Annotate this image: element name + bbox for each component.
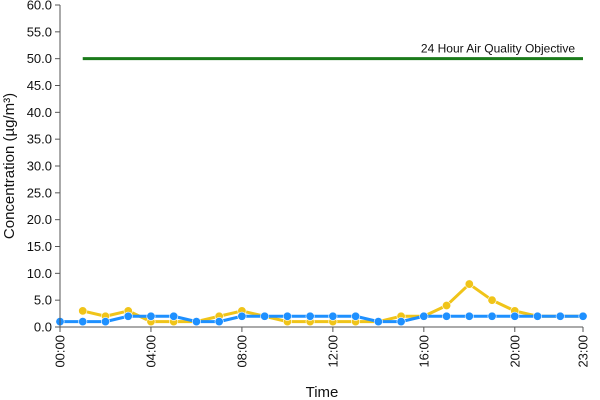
y-tick-label: 60.0 — [27, 0, 52, 13]
x-tick-label: 20:00 — [507, 335, 522, 368]
series-2-point — [578, 311, 588, 321]
y-tick-label: 20.0 — [27, 212, 52, 227]
series-2-point — [214, 317, 224, 327]
y-tick-label: 5.0 — [34, 293, 52, 308]
y-tick-label: 55.0 — [27, 24, 52, 39]
x-tick-label: 00:00 — [53, 335, 68, 368]
series-2-point — [396, 317, 406, 327]
y-tick-label: 0.0 — [34, 320, 52, 335]
series-2-point — [305, 311, 315, 321]
series-2-point — [419, 311, 429, 321]
series-1-point — [442, 301, 452, 311]
series-2-point — [464, 311, 474, 321]
x-axis-title: Time — [306, 384, 339, 400]
series-1-point — [78, 306, 88, 316]
series-2-point — [169, 311, 179, 321]
series-2-point — [487, 311, 497, 321]
series-2-point — [100, 317, 110, 327]
series-2-point — [533, 311, 543, 321]
series-2-point — [373, 317, 383, 327]
y-tick-label: 15.0 — [27, 239, 52, 254]
y-tick-label: 10.0 — [27, 266, 52, 281]
x-tick-label: 16:00 — [416, 335, 431, 368]
series-2-point — [555, 311, 565, 321]
series-2-point — [260, 311, 270, 321]
x-tick-label: 08:00 — [234, 335, 249, 368]
series-2-point — [282, 311, 292, 321]
series-2-point — [351, 311, 361, 321]
y-axis-title: Concentration (µg/m³) — [1, 93, 18, 239]
x-tick-label: 12:00 — [325, 335, 340, 368]
series-2-point — [510, 311, 520, 321]
reference-line-label: 24 Hour Air Quality Objective — [421, 42, 575, 56]
x-tick-label: 23:00 — [576, 335, 591, 368]
series-2-point — [237, 311, 247, 321]
y-tick-label: 25.0 — [27, 185, 52, 200]
x-tick-label: 04:00 — [143, 335, 158, 368]
y-tick-label: 40.0 — [27, 105, 52, 120]
series-1-point — [487, 295, 497, 305]
series-2-point — [442, 311, 452, 321]
y-tick-label: 50.0 — [27, 51, 52, 66]
series-2-point — [191, 317, 201, 327]
series-2-point — [328, 311, 338, 321]
series-2-point — [146, 311, 156, 321]
series-2-point — [78, 317, 88, 327]
y-tick-label: 45.0 — [27, 78, 52, 93]
series-1-point — [464, 279, 474, 289]
y-tick-label: 30.0 — [27, 159, 52, 174]
y-tick-label: 35.0 — [27, 132, 52, 147]
series-2-point — [123, 311, 133, 321]
